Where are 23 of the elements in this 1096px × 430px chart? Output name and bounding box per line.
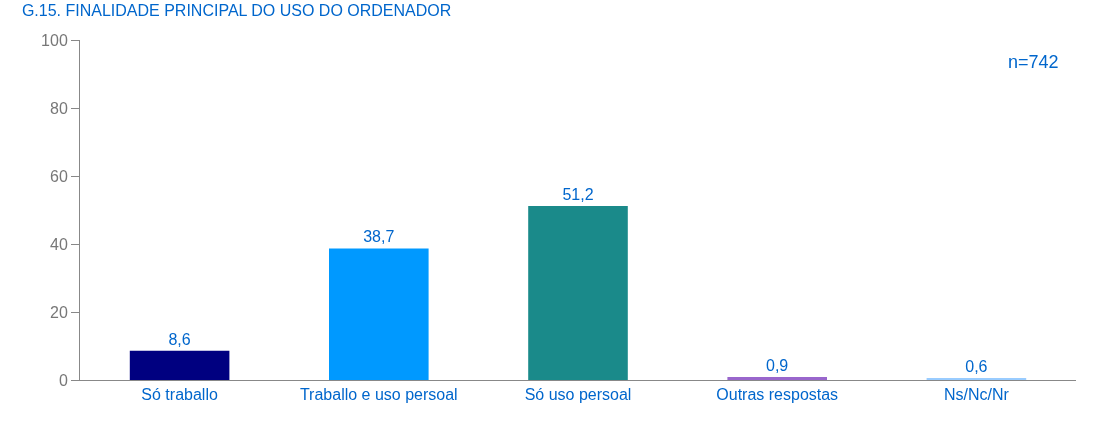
data-label: 0,6 (965, 357, 988, 375)
chart-title: G.15. FINALIDADE PRINCIPAL DO USO DO ORDENADOR (21, 1, 452, 19)
y-tick-label: 80 (50, 99, 68, 117)
data-label: 8,6 (168, 330, 191, 348)
x-tick-label: Outras respostas (716, 386, 839, 404)
y-tick-label: 40 (50, 235, 68, 253)
bar (528, 205, 628, 380)
x-tick-label: Ns/Nc/Nr (943, 386, 1010, 404)
bar (727, 376, 827, 380)
x-tick-label: Só traballo (141, 386, 218, 404)
bar (329, 248, 429, 380)
y-tick-label: 100 (41, 31, 68, 49)
x-tick-label: Traballo e uso persoal (299, 386, 458, 404)
data-label: 0,9 (766, 356, 789, 374)
annotation: n=742 (1008, 52, 1059, 72)
y-tick-label: 60 (50, 167, 68, 185)
y-tick-label: 0 (58, 371, 68, 389)
y-tick-label: 20 (50, 303, 68, 321)
bar (129, 350, 230, 380)
bar (926, 377, 1027, 380)
data-label: 51,2 (562, 185, 594, 203)
x-tick-label: Só uso persoal (524, 386, 632, 404)
data-label: 38,7 (363, 228, 395, 246)
